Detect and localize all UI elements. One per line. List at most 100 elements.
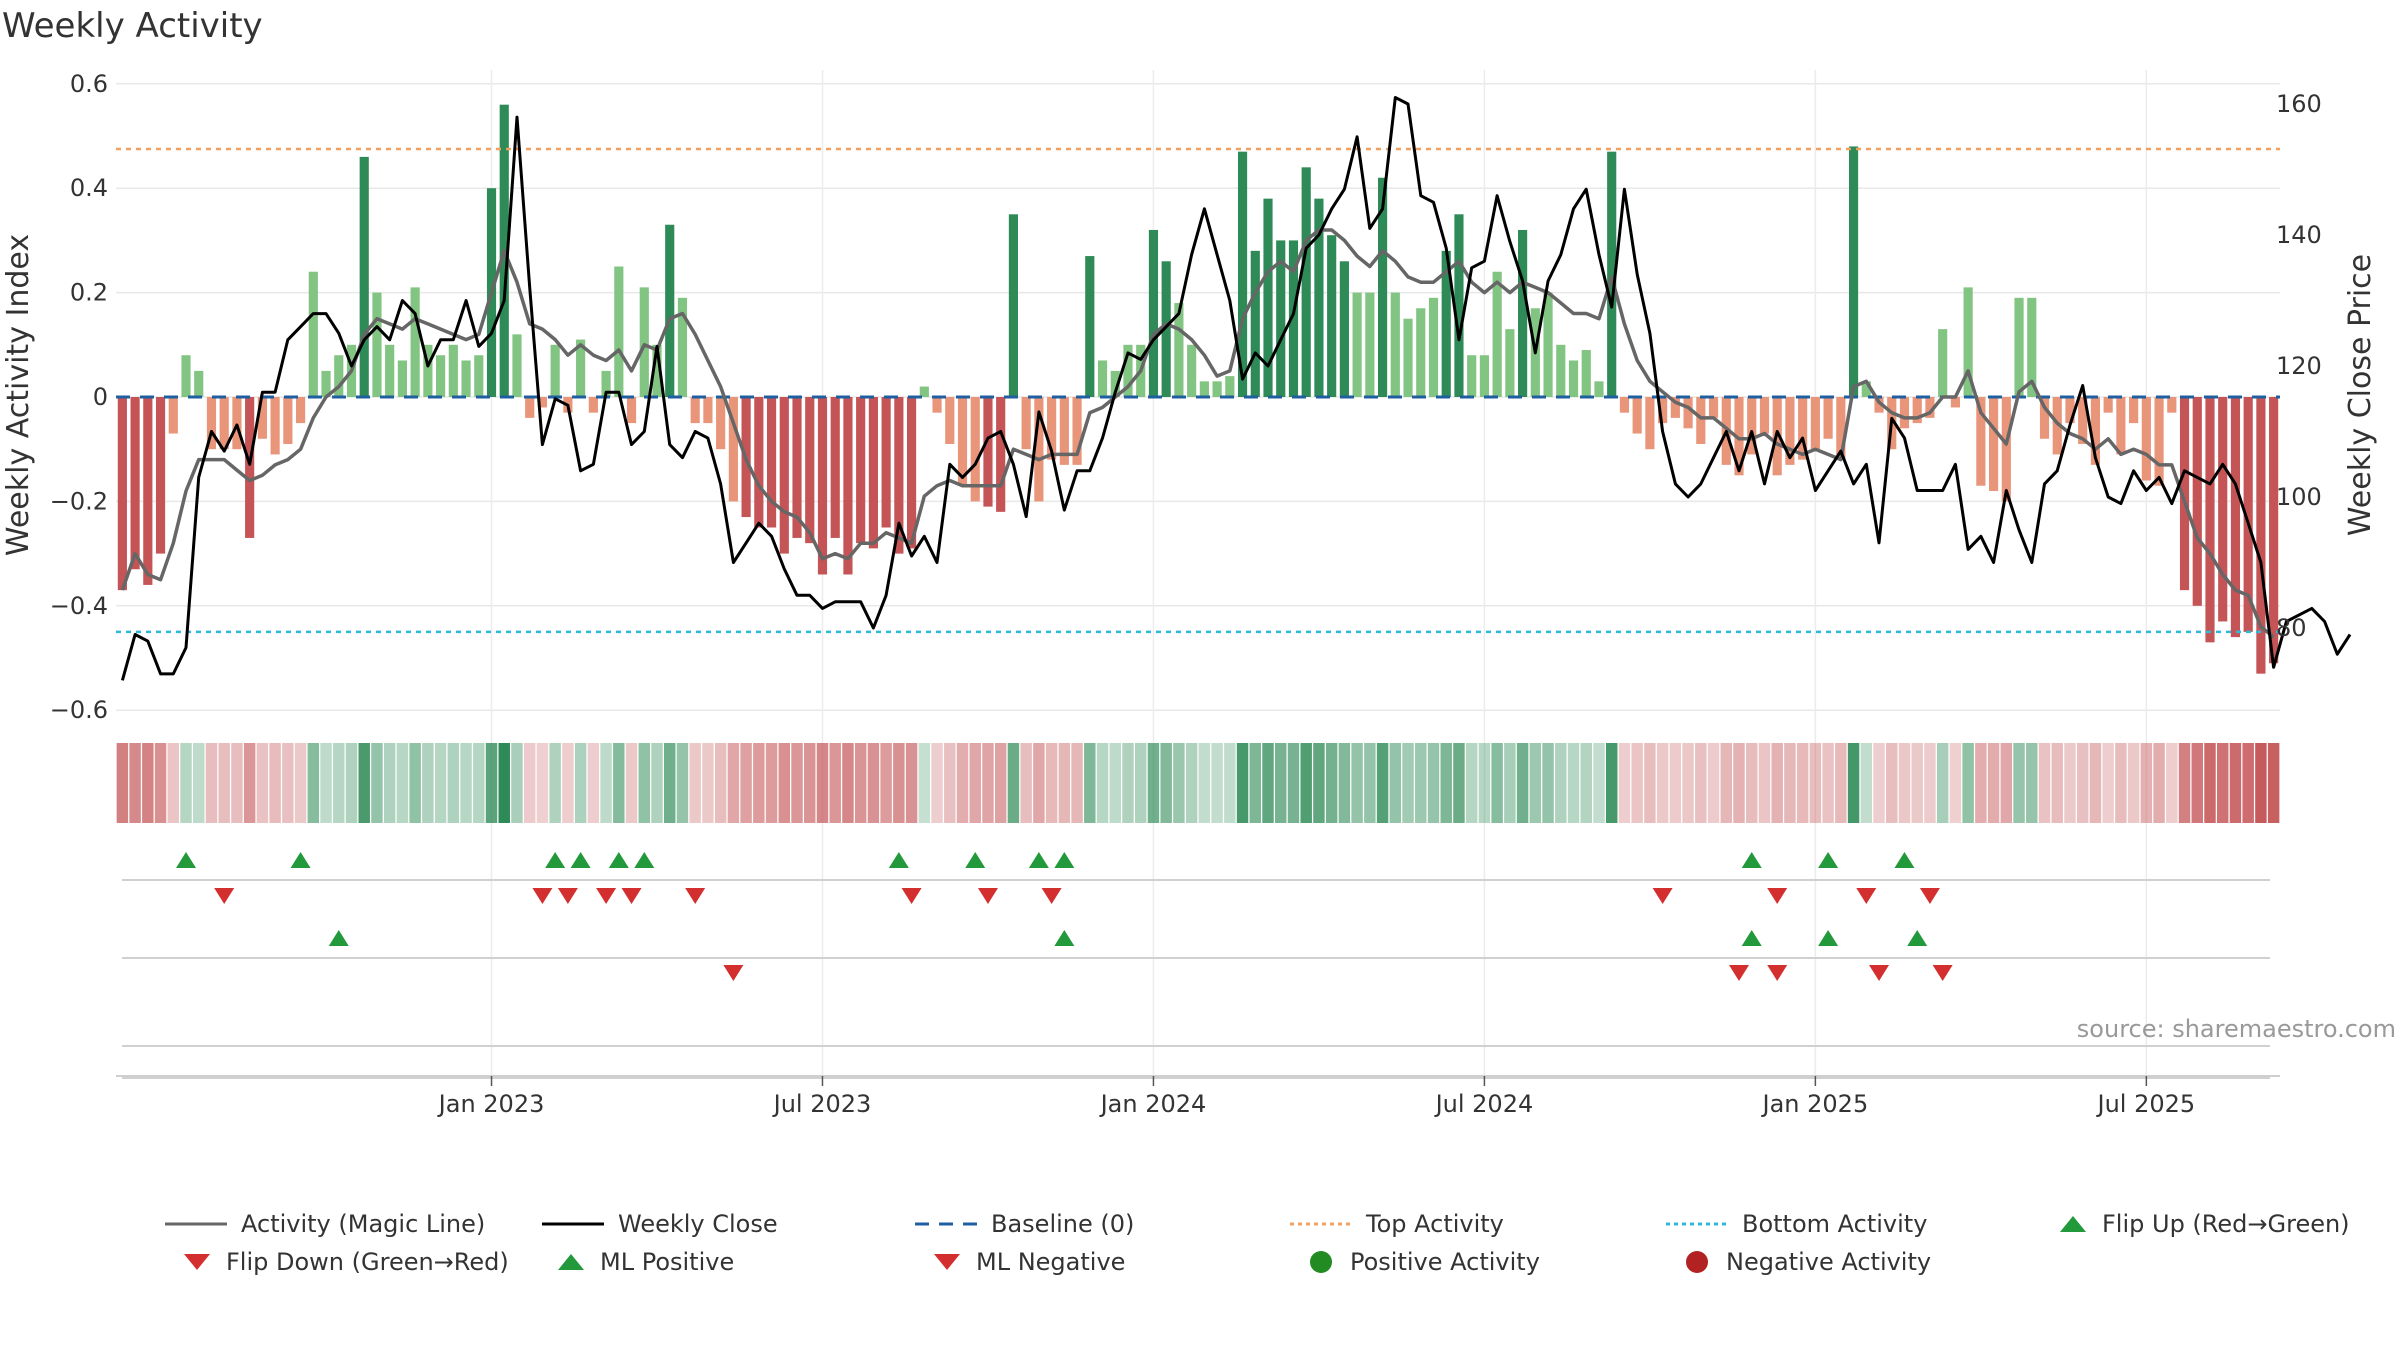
heat-strip-cell xyxy=(1758,743,1771,823)
heat-strip-cell xyxy=(905,743,918,823)
x-tick-label: Jan 2024 xyxy=(1099,1090,1207,1118)
activity-bar xyxy=(1899,397,1910,429)
heat-strip-cell xyxy=(727,743,740,823)
activity-bar xyxy=(1861,381,1871,397)
activity-bar xyxy=(817,397,828,575)
flip-up-marker xyxy=(1741,930,1762,946)
activity-bar xyxy=(436,355,446,397)
heat-strip-cell xyxy=(587,743,600,823)
activity-bar xyxy=(716,397,726,450)
activity-bar xyxy=(754,397,764,528)
flip-down-marker xyxy=(977,888,998,904)
heat-strip-cell xyxy=(1427,743,1440,823)
heat-strip-cell xyxy=(205,743,218,823)
activity-bar xyxy=(957,397,968,486)
legend-neg-activity-label: Negative Activity xyxy=(1726,1248,1932,1276)
heat-strip-cell xyxy=(1389,743,1402,823)
flip-up-marker xyxy=(570,852,591,868)
activity-bar xyxy=(588,397,598,413)
flip-down-marker xyxy=(1856,888,1877,904)
x-tick-label: Jan 2025 xyxy=(1761,1090,1869,1118)
activity-bar xyxy=(766,397,777,528)
heat-strip-cell xyxy=(1771,743,1783,823)
legend-baseline: Baseline (0) xyxy=(915,1210,1134,1238)
activity-bar xyxy=(1072,397,1082,465)
activity-bar xyxy=(1365,292,1375,397)
heat-strip-cell xyxy=(994,743,1007,823)
heat-strip-cell xyxy=(1580,743,1592,823)
activity-bar xyxy=(1008,214,1019,397)
heat-strip-cell xyxy=(2140,743,2153,823)
flip-up-marker xyxy=(1054,930,1075,946)
activity-bar xyxy=(1963,287,1973,397)
heat-strip-cell xyxy=(1936,743,1949,823)
heat-strip-cell xyxy=(600,743,612,823)
flip-down-marker xyxy=(1041,888,1062,904)
activity-bar xyxy=(194,370,204,397)
heat-strip-cell xyxy=(1987,743,2000,823)
activity-bar xyxy=(2129,397,2139,424)
legend-flip-up: Flip Up (Red→Green) xyxy=(2058,1210,2350,1238)
heat-strip-cell xyxy=(1860,743,1873,823)
heat-strip-cell xyxy=(1033,743,1045,823)
activity-bar xyxy=(2179,397,2190,591)
activity-bar xyxy=(1848,146,1859,397)
activity-bar xyxy=(1874,397,1884,413)
flip-down-marker xyxy=(532,888,553,904)
heat-strip-cell xyxy=(549,743,561,823)
heat-strip-cell xyxy=(1287,743,1300,823)
activity-bar xyxy=(843,397,853,575)
heat-strip-cell xyxy=(1555,743,1567,823)
activity-bar xyxy=(1645,397,1655,450)
activity-bar xyxy=(919,386,929,397)
heat-strip-cell xyxy=(2102,743,2114,823)
heat-strip-cell xyxy=(1300,743,1312,823)
activity-bar xyxy=(1148,229,1159,397)
activity-bar xyxy=(397,360,407,397)
heat-strip-cell xyxy=(1682,743,1694,823)
activity-bar xyxy=(1237,151,1248,397)
series-lines xyxy=(120,96,2352,681)
activity-bar xyxy=(576,339,586,397)
heat-strip-cell xyxy=(1911,743,1923,823)
heat-strip-cell xyxy=(702,743,714,823)
activity-bar xyxy=(1059,397,1069,465)
activity-bar xyxy=(1989,397,1999,491)
heat-strip-cell xyxy=(485,743,498,823)
flip-up-marker xyxy=(290,852,311,868)
flip-down-marker xyxy=(214,888,235,904)
heat-strip-cell xyxy=(1465,743,1478,823)
heat-strip-cell xyxy=(142,743,154,823)
activity-bar xyxy=(1467,355,1477,397)
x-tick-label: Jul 2025 xyxy=(2096,1090,2196,1118)
legend-close-label: Weekly Close xyxy=(618,1210,778,1238)
heat-strip-cell xyxy=(956,743,969,823)
activity-bar xyxy=(512,334,522,397)
triangle-up-icon xyxy=(558,1254,584,1270)
activity-bar xyxy=(677,297,688,397)
activity-bar xyxy=(1377,177,1388,397)
heat-strip-cell xyxy=(358,743,370,823)
heat-strip-cell xyxy=(2076,743,2089,823)
activity-bar xyxy=(334,355,344,397)
activity-bar xyxy=(907,397,917,549)
activity-bar xyxy=(1187,344,1197,397)
flip-down-marker xyxy=(1869,965,1890,981)
heat-strip-cell xyxy=(2191,743,2203,823)
heat-strip-cell xyxy=(816,743,829,823)
heat-strip-cell xyxy=(511,743,523,823)
activity-bar xyxy=(219,397,229,450)
magic-line xyxy=(120,228,2275,639)
flip-up-marker xyxy=(634,852,655,868)
heat-strip-cell xyxy=(536,743,549,823)
heat-strip-cell xyxy=(714,743,727,823)
heat-strip-cell xyxy=(180,743,192,823)
activity-bar xyxy=(2154,397,2164,486)
heat-strip-cell xyxy=(1351,743,1363,823)
heat-strip-cell xyxy=(969,743,981,823)
y-tick-label: 0.2 xyxy=(70,279,108,307)
heat-strip-cell xyxy=(218,743,230,823)
heat-strip-cell xyxy=(154,743,167,823)
weekly-close-line xyxy=(120,96,2352,681)
activity-bar xyxy=(1708,397,1719,418)
